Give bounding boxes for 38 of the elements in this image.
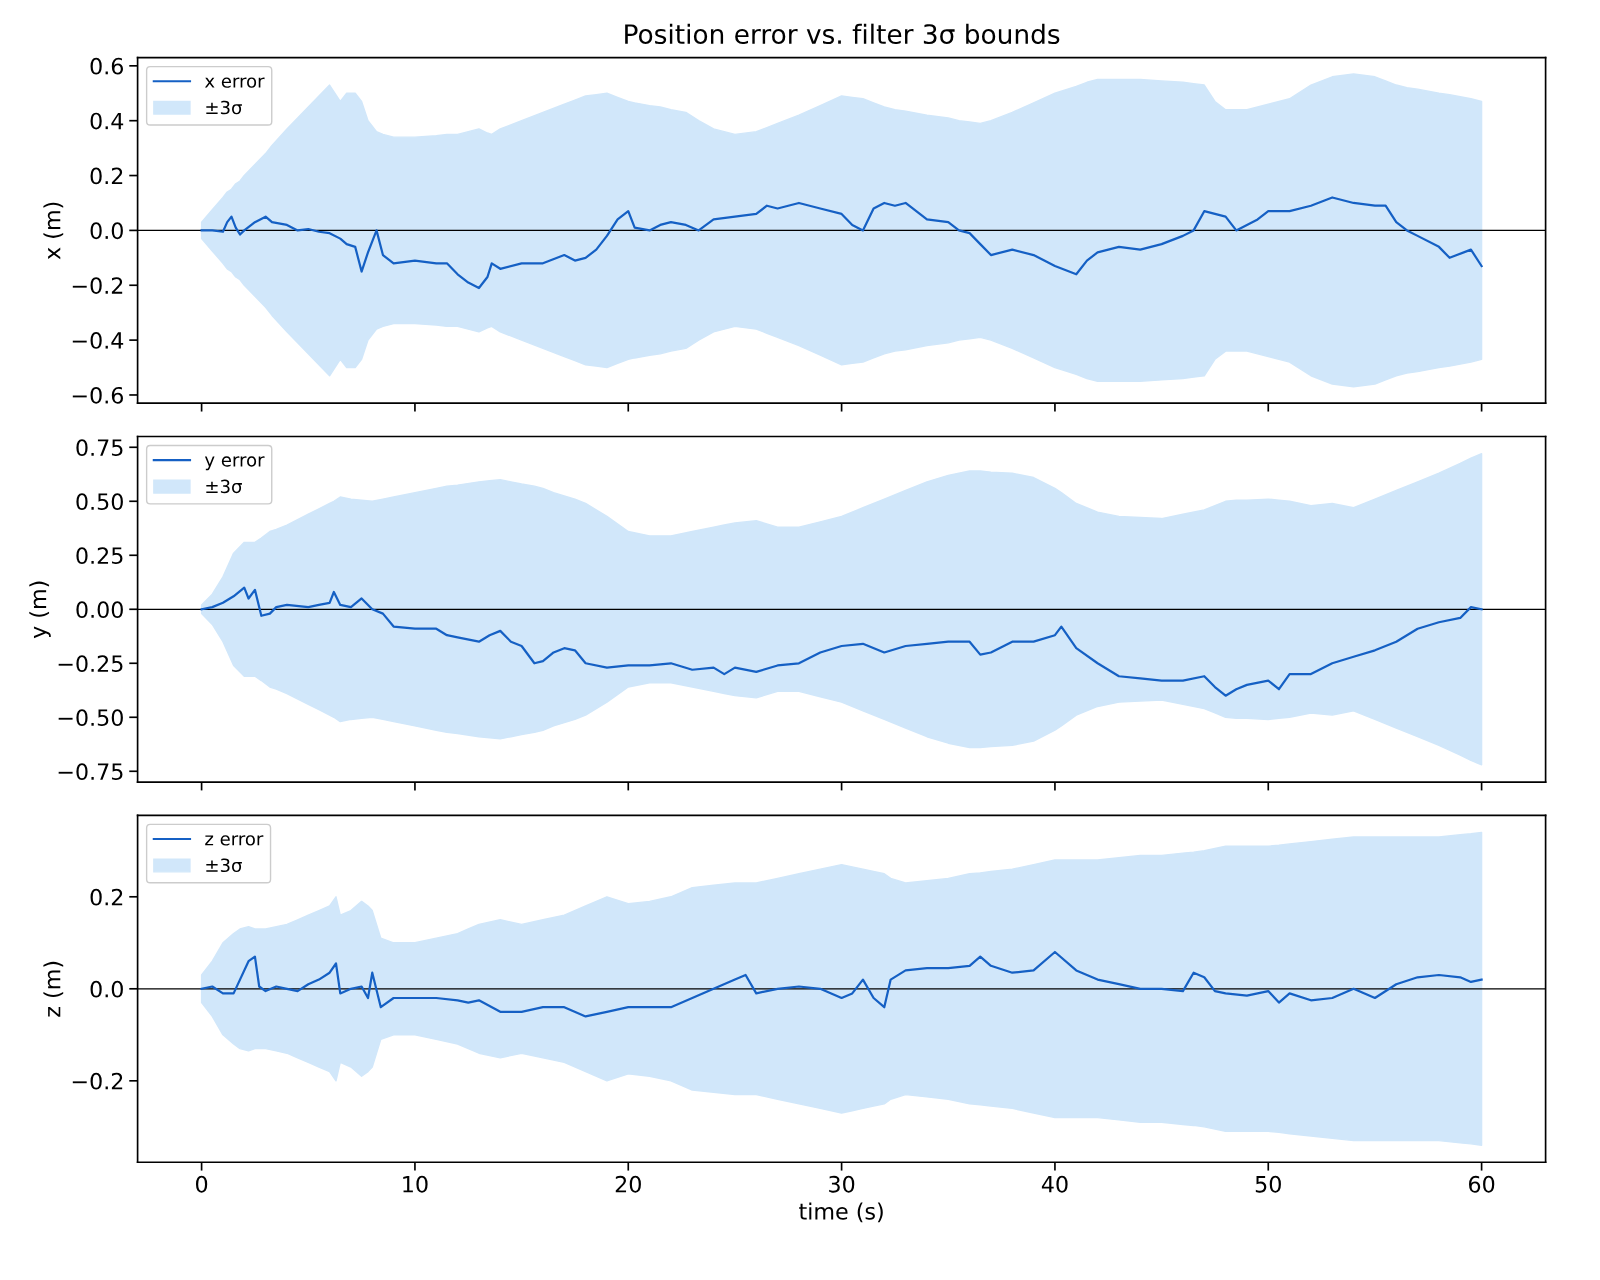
y-axis-title: x (m) xyxy=(43,202,64,260)
x-tick-label: 60 xyxy=(1469,1175,1495,1193)
y-tick-label: 0.0 xyxy=(90,980,123,998)
x-tick-label: 30 xyxy=(829,1175,855,1193)
legend-label: ±3σ xyxy=(206,479,242,494)
y-tick-label: −0.75 xyxy=(58,763,123,781)
x-tick-label: 40 xyxy=(1041,1175,1068,1193)
y-tick-label: 0.50 xyxy=(76,493,123,511)
y-tick-label: 0.25 xyxy=(76,547,123,565)
legend-label: z error xyxy=(205,835,264,846)
legend-label: ±3σ xyxy=(206,858,242,873)
y-tick-label: 0.00 xyxy=(76,601,123,619)
y-tick-label: −0.25 xyxy=(58,655,123,673)
y-tick-label: −0.50 xyxy=(58,709,123,727)
y-tick-label: 0.6 xyxy=(90,57,124,75)
line-series xyxy=(200,196,1483,290)
y-tick-label: 0.2 xyxy=(90,167,123,185)
x-tick-label: 20 xyxy=(615,1175,641,1193)
y-tick-label: 0.75 xyxy=(76,439,123,457)
y-axis-title: z (m) xyxy=(43,961,64,1017)
x-axis-title: time (s) xyxy=(799,1202,883,1223)
y-axis-title: y (m) xyxy=(29,581,51,639)
y-tick-label: 0.2 xyxy=(90,888,123,906)
x-tick-label: 50 xyxy=(1255,1175,1281,1193)
y-tick-label: −0.2 xyxy=(72,277,123,295)
legend-label: y error xyxy=(204,456,265,471)
x-tick-label: 0 xyxy=(196,1175,208,1193)
y-tick-label: 0.0 xyxy=(90,222,123,240)
legend-label: x error xyxy=(204,77,265,88)
chart-title: Position error vs. filter 3σ bounds xyxy=(625,23,1060,45)
y-tick-label: −0.2 xyxy=(72,1072,123,1090)
y-tick-label: −0.4 xyxy=(72,332,124,349)
line-series xyxy=(200,950,1483,1018)
x-tick-label: 10 xyxy=(403,1175,428,1193)
legend-label: ±3σ xyxy=(206,100,242,115)
y-tick-label: −0.6 xyxy=(72,386,124,404)
line-series xyxy=(200,586,1483,697)
y-tick-label: 0.4 xyxy=(90,112,124,130)
